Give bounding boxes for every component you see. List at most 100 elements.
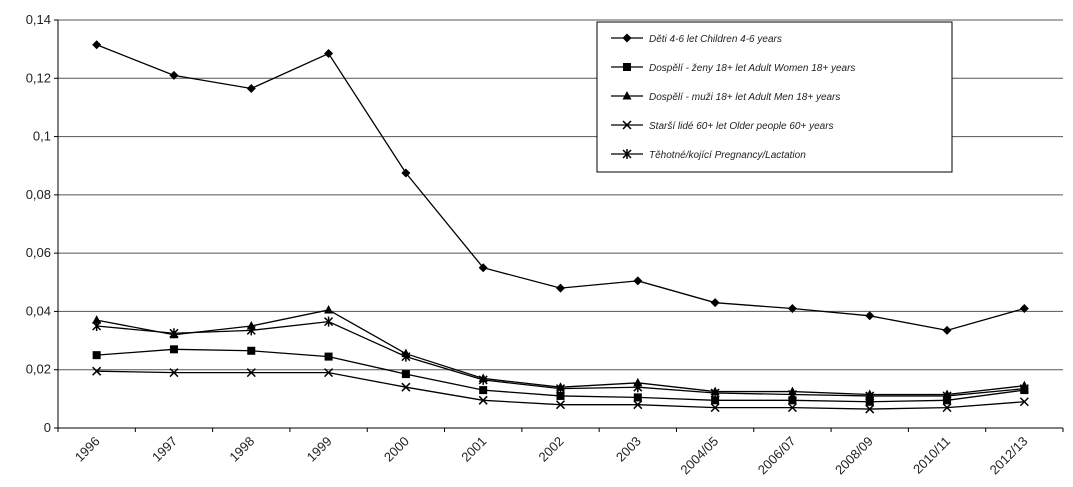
data-point bbox=[324, 49, 334, 59]
x-tick-label: 1998 bbox=[226, 434, 257, 465]
y-tick-label: 0,14 bbox=[26, 12, 51, 27]
data-point bbox=[169, 328, 179, 339]
gridlines bbox=[58, 19, 1063, 371]
legend-marker bbox=[622, 91, 632, 100]
legend-box bbox=[596, 21, 953, 173]
data-point bbox=[942, 325, 952, 335]
x-tick-label: 2010/11 bbox=[910, 434, 953, 477]
legend-marker bbox=[622, 120, 632, 130]
data-point bbox=[1019, 304, 1029, 314]
data-point bbox=[787, 389, 797, 400]
x-tick-label: 1996 bbox=[72, 434, 103, 465]
data-point bbox=[942, 390, 952, 401]
data-point bbox=[788, 396, 797, 405]
data-point bbox=[324, 352, 333, 361]
data-point bbox=[246, 83, 256, 93]
y-tick-label: 0,08 bbox=[26, 187, 51, 202]
series-2 bbox=[92, 345, 1029, 406]
data-point bbox=[247, 346, 256, 355]
data-point bbox=[169, 70, 179, 80]
data-point bbox=[92, 321, 102, 331]
data-point bbox=[865, 404, 875, 414]
data-point bbox=[479, 386, 488, 395]
series-line bbox=[96, 309, 1025, 396]
data-point bbox=[633, 276, 643, 286]
legend-label: Dospělí - muži 18+ let Adult Men 18+ yea… bbox=[649, 92, 840, 103]
data-point bbox=[633, 382, 643, 393]
data-point bbox=[324, 316, 334, 327]
series-1 bbox=[92, 40, 1029, 335]
legend-label: Starší lidé 60+ let Older people 60+ yea… bbox=[649, 121, 834, 132]
data-point bbox=[555, 383, 566, 394]
x-tick-label: 2008/09 bbox=[832, 434, 876, 478]
legend-marker bbox=[623, 63, 631, 71]
data-point bbox=[787, 403, 797, 413]
data-point bbox=[1019, 397, 1029, 407]
data-point bbox=[711, 396, 720, 405]
legend-item: Děti 4-6 let Children 4-6 years bbox=[611, 33, 782, 45]
series-4 bbox=[92, 366, 1029, 414]
x-tick-label: 2003 bbox=[613, 434, 644, 465]
legend-label: Těhotné/kojící Pregnancy/Lactation bbox=[649, 150, 806, 161]
data-point bbox=[478, 263, 488, 273]
data-point bbox=[246, 325, 256, 336]
data-point bbox=[865, 390, 875, 401]
data-point bbox=[556, 391, 565, 400]
x-tick-label: 1997 bbox=[149, 434, 180, 465]
data-point bbox=[710, 388, 720, 399]
legend-marker bbox=[622, 33, 632, 43]
legend: Děti 4-6 let Children 4-6 years Dospělí -… bbox=[596, 21, 953, 173]
data-point bbox=[92, 351, 101, 360]
axes bbox=[54, 19, 1064, 432]
x-tick-label: 2002 bbox=[536, 434, 567, 465]
data-point bbox=[92, 40, 102, 50]
x-tick-label: 2000 bbox=[381, 434, 412, 465]
data-point bbox=[401, 168, 411, 178]
data-point bbox=[324, 304, 334, 314]
data-point bbox=[1019, 383, 1029, 394]
y-tick-labels: 0 0,02 0,04 0,06 0,08 0,1 0,12 0,14 bbox=[26, 12, 51, 435]
data-point bbox=[169, 368, 179, 378]
data-point bbox=[169, 345, 178, 354]
data-point bbox=[710, 403, 720, 413]
legend-item: Starší lidé 60+ let Older people 60+ yea… bbox=[611, 120, 834, 132]
legend-label: Dospělí - ženy 18+ let Adult Women 18+ y… bbox=[649, 63, 855, 74]
y-tick-label: 0,04 bbox=[26, 303, 51, 318]
x-tick-label: 2004/05 bbox=[677, 434, 721, 478]
legend-marker bbox=[622, 149, 632, 159]
x-tick-label: 2001 bbox=[458, 434, 489, 465]
data-point bbox=[633, 393, 642, 402]
data-point bbox=[556, 283, 565, 293]
legend-label: Děti 4-6 let Children 4-6 years bbox=[649, 34, 782, 45]
y-tick-label: 0,06 bbox=[26, 245, 51, 260]
data-point bbox=[865, 311, 875, 321]
data-point bbox=[865, 397, 874, 406]
y-tick-label: 0,1 bbox=[33, 129, 51, 144]
x-tick-labels: 1996 1997 1998 1999 2000 2001 2002 2003 2004/05 2… bbox=[72, 434, 1031, 478]
legend-item: Dospělí - ženy 18+ let Adult Women 18+ y… bbox=[611, 63, 855, 74]
data-point bbox=[478, 374, 488, 385]
y-tick-label: 0 bbox=[44, 420, 51, 435]
data-point bbox=[401, 382, 411, 392]
data-point bbox=[92, 315, 102, 324]
data-point bbox=[246, 368, 256, 378]
series-lines bbox=[92, 40, 1029, 414]
data-point bbox=[478, 395, 488, 405]
data-point bbox=[324, 368, 334, 378]
y-tick-label: 0,12 bbox=[26, 70, 51, 85]
data-point bbox=[633, 400, 643, 410]
x-tick-label: 2012/13 bbox=[987, 434, 1031, 478]
x-tick-label: 1999 bbox=[304, 434, 335, 465]
y-tick-label: 0,02 bbox=[26, 362, 51, 377]
data-point bbox=[401, 351, 411, 362]
x-tick-label: 2006/07 bbox=[755, 434, 799, 478]
data-point bbox=[787, 304, 797, 314]
data-point bbox=[710, 298, 720, 308]
data-point bbox=[942, 403, 952, 413]
data-point bbox=[555, 400, 566, 410]
data-point bbox=[92, 366, 102, 376]
series-5 bbox=[92, 316, 1029, 401]
legend-item: Těhotné/kojící Pregnancy/Lactation bbox=[611, 149, 806, 161]
